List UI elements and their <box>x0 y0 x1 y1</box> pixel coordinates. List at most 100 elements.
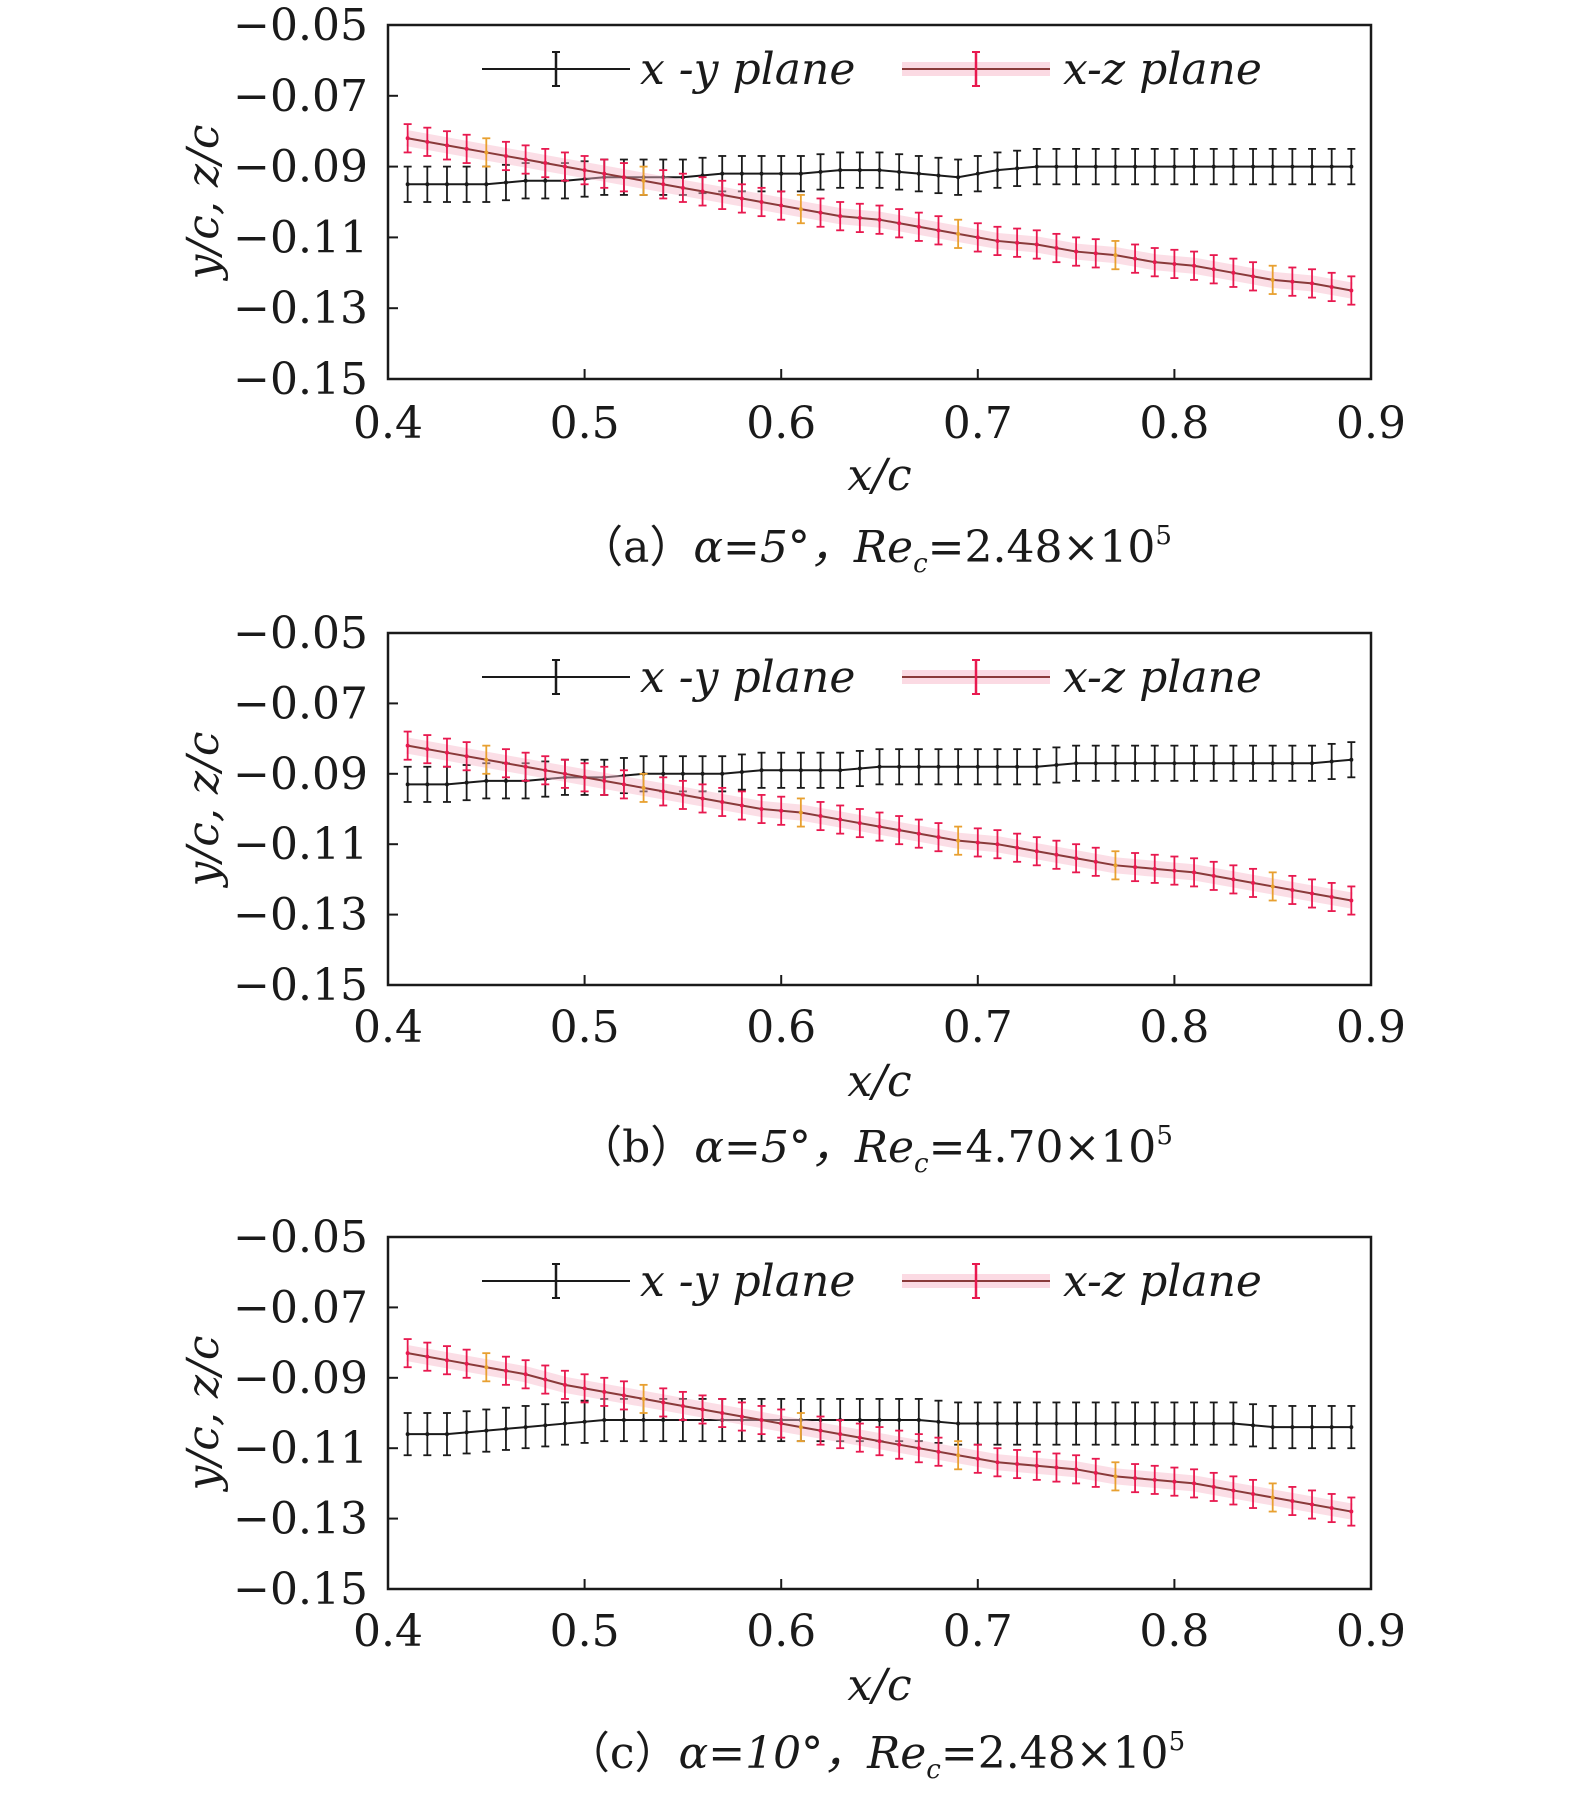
error-bar <box>1150 853 1159 884</box>
data-point <box>503 761 508 766</box>
error-bar <box>698 1394 707 1425</box>
caption-re-subscript: c <box>913 549 928 579</box>
data-point <box>1152 260 1157 265</box>
data-point <box>1113 253 1118 258</box>
data-point <box>1074 164 1079 169</box>
panel-caption: （b）α=5°，Rec=4.70×105 <box>578 1121 1173 1179</box>
data-point <box>1113 863 1118 868</box>
data-point <box>857 1435 862 1440</box>
data-point <box>1093 859 1098 864</box>
data-point <box>680 771 685 776</box>
error-bar <box>1229 257 1238 288</box>
error-bar <box>973 827 982 858</box>
chart-panel-b: 0.4 0.5 0.6 0.7 0.8 0.9 −0.05 −0.07 −0.09 −0.11 −0… <box>178 608 1406 1179</box>
error-bar <box>1308 147 1317 186</box>
x-tick-label: 0.8 <box>1139 398 1209 449</box>
error-bar <box>1249 867 1258 898</box>
caption-re-subscript: c <box>914 1149 929 1179</box>
data-point <box>877 168 882 173</box>
data-point <box>543 161 548 166</box>
error-bar <box>678 172 687 203</box>
error-bar <box>423 1412 432 1457</box>
error-bar <box>1131 147 1140 186</box>
data-point <box>838 1432 843 1437</box>
data-point <box>503 180 508 185</box>
error-bar <box>1072 147 1081 186</box>
y-tick-label: −0.07 <box>233 678 368 729</box>
data-point <box>1192 870 1197 875</box>
data-point <box>1251 164 1256 169</box>
data-point <box>1074 1421 1079 1426</box>
error-bar <box>796 155 805 193</box>
error-bar <box>757 186 766 218</box>
data-point <box>1015 1421 1020 1426</box>
data-point <box>798 1425 803 1430</box>
error-bar <box>718 179 727 210</box>
data-point <box>1211 1484 1216 1489</box>
x-tick-label: 0.9 <box>1336 398 1406 449</box>
error-bar <box>1308 1405 1317 1450</box>
error-bar <box>501 1406 510 1451</box>
data-point <box>680 792 685 797</box>
error-bar <box>1190 147 1199 186</box>
data-point <box>759 768 764 773</box>
data-point <box>877 1418 882 1423</box>
data-point <box>543 768 548 773</box>
error-bar <box>1091 846 1100 877</box>
data-point <box>1329 1506 1334 1511</box>
error-bar <box>718 786 727 817</box>
data-point <box>759 200 764 204</box>
data-point <box>543 1423 548 1428</box>
error-bar <box>796 1412 805 1443</box>
error-bar <box>934 1399 943 1444</box>
data-point <box>1251 1491 1256 1496</box>
data-point <box>484 778 489 783</box>
error-bar <box>1072 1401 1081 1446</box>
y-axis-label: y/c, z/c <box>178 732 229 889</box>
legend: x -y plane x-z plane <box>482 1256 1262 1307</box>
error-bar <box>836 751 845 789</box>
data-point <box>1113 164 1118 169</box>
data-point <box>818 814 823 819</box>
error-bar <box>993 225 1002 257</box>
data-point <box>916 1418 921 1423</box>
error-bar <box>1327 271 1336 303</box>
data-point <box>484 150 489 155</box>
data-point <box>779 171 784 176</box>
error-bar <box>580 155 589 186</box>
error-bar <box>777 190 786 221</box>
error-bar <box>1170 147 1179 186</box>
error-bar <box>1072 1454 1081 1485</box>
data-point <box>1074 761 1079 766</box>
error-bar <box>521 751 530 782</box>
error-bar <box>954 825 963 856</box>
data-point <box>779 1421 784 1426</box>
error-bar <box>816 801 825 832</box>
data-point <box>956 1421 961 1426</box>
data-point <box>661 1400 666 1405</box>
data-point <box>1192 263 1197 268</box>
error-bar <box>1032 1450 1041 1481</box>
error-bar <box>1091 1457 1100 1488</box>
error-bar <box>1288 744 1297 782</box>
error-bar <box>423 165 432 203</box>
error-bar <box>442 130 451 161</box>
caption-re-exponent: 5 <box>1156 1121 1173 1151</box>
x-tick-label: 0.8 <box>1139 1002 1209 1053</box>
error-bar <box>737 790 746 821</box>
data-point <box>425 1354 430 1359</box>
data-point <box>916 224 921 229</box>
data-point <box>1251 761 1256 766</box>
error-bar <box>462 1410 471 1455</box>
error-bar <box>993 1447 1002 1478</box>
data-point <box>1172 164 1177 169</box>
error-bar <box>1190 744 1199 782</box>
error-bar <box>816 751 825 789</box>
error-bar <box>836 804 845 835</box>
data-point <box>838 768 843 773</box>
data-point <box>1093 251 1098 256</box>
data-point <box>562 771 567 776</box>
error-bar <box>462 741 471 772</box>
data-point <box>1310 761 1315 766</box>
caption-label: （b） <box>578 1122 694 1173</box>
